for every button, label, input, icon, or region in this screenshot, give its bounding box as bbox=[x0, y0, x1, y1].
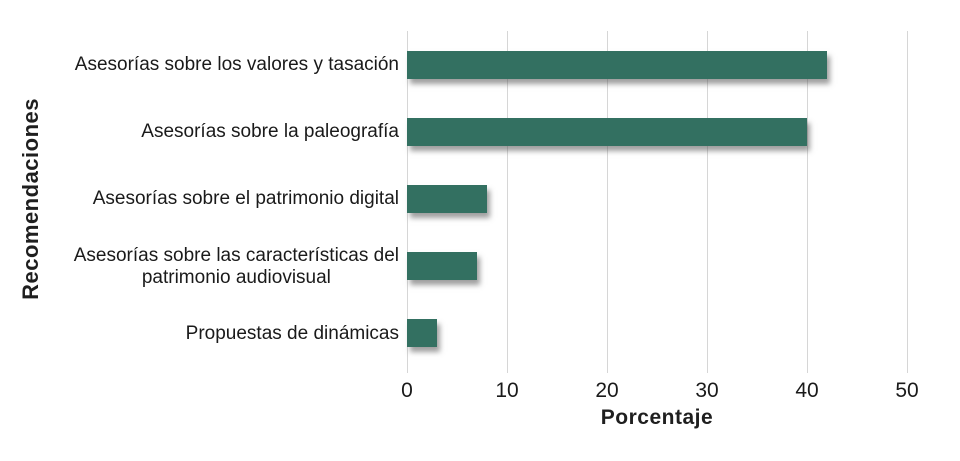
category-label: Asesorías sobre el patrimonio digital bbox=[92, 187, 399, 209]
bar bbox=[407, 118, 807, 146]
category-row: Asesorías sobre el patrimonio digital bbox=[40, 165, 399, 232]
x-tick-label: 40 bbox=[795, 379, 819, 402]
gridline bbox=[907, 31, 908, 373]
category-label: Asesorías sobre los valores y tasación bbox=[74, 53, 399, 75]
category-label: Propuestas de dinámicas bbox=[185, 322, 399, 344]
category-label: Asesorías sobre la paleografía bbox=[141, 120, 399, 142]
gridline bbox=[507, 31, 508, 373]
x-tick-label: 20 bbox=[595, 379, 619, 402]
category-row: Asesorías sobre la paleografía bbox=[40, 98, 399, 165]
gridline bbox=[607, 31, 608, 373]
bar bbox=[407, 319, 437, 347]
bar bbox=[407, 51, 827, 79]
gridline bbox=[807, 31, 808, 373]
x-tick-label: 50 bbox=[895, 379, 919, 402]
category-labels: Asesorías sobre los valores y tasación As… bbox=[40, 31, 399, 367]
category-row: Asesorías sobre los valores y tasación bbox=[40, 31, 399, 98]
bar bbox=[407, 185, 487, 213]
category-label: Asesorías sobre las características del … bbox=[73, 244, 399, 288]
x-tick-label: 10 bbox=[495, 379, 519, 402]
plot-area bbox=[407, 31, 937, 373]
category-row: Propuestas de dinámicas bbox=[40, 300, 399, 367]
x-tick-label: 30 bbox=[695, 379, 719, 402]
category-row: Asesorías sobre las características del … bbox=[40, 233, 399, 300]
x-axis-title: Porcentaje bbox=[600, 406, 714, 429]
gridline bbox=[707, 31, 708, 373]
x-tick-label: 0 bbox=[401, 379, 413, 402]
bar bbox=[407, 252, 477, 280]
